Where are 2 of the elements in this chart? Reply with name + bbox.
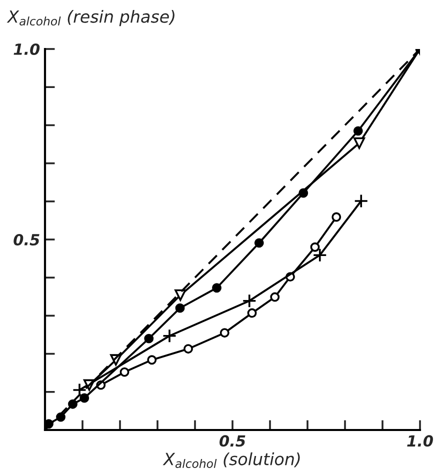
x-axis-title: X$_{alcohol}$ (solution) [162, 452, 300, 468]
y-axis-title: X$_{alcohol}$ (resin phase) [6, 10, 174, 26]
